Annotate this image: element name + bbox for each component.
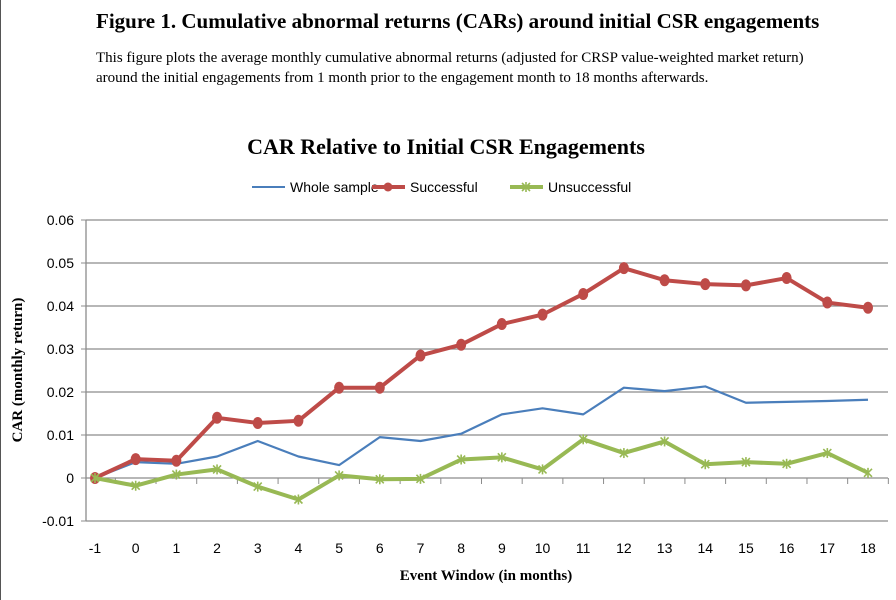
legend-item-unsuccessful: Unsuccessful <box>510 179 631 195</box>
data-point <box>212 411 223 424</box>
legend-label: Unsuccessful <box>548 179 631 195</box>
legend-label: Successful <box>410 179 478 195</box>
data-point <box>496 318 507 331</box>
data-point <box>334 381 345 394</box>
x-tick-label: 18 <box>860 540 876 556</box>
data-point <box>700 278 711 291</box>
data-point <box>252 416 263 429</box>
data-point <box>618 262 629 275</box>
data-point <box>659 274 670 287</box>
series-whole-sample <box>94 385 869 480</box>
y-tick-label: 0.04 <box>47 298 74 314</box>
y-tick-label: 0.02 <box>47 384 74 400</box>
y-tick-label: -0.01 <box>42 513 74 529</box>
figure-title: Figure 1. Cumulative abnormal returns (C… <box>96 9 820 33</box>
chart-title: CAR Relative to Initial CSR Engagements <box>247 134 645 159</box>
y-tick-label: 0.05 <box>47 255 74 271</box>
y-tick-label: 0.03 <box>47 341 74 357</box>
x-tick-label: 12 <box>616 540 632 556</box>
x-tick-label: 9 <box>498 540 506 556</box>
data-point <box>822 296 833 309</box>
x-tick-label: 15 <box>738 540 754 556</box>
series-unsuccessful <box>90 434 873 505</box>
x-tick-label: 3 <box>254 540 262 556</box>
legend: Whole sample Successful Unsuccessful <box>252 179 631 195</box>
data-point <box>171 454 182 467</box>
data-point <box>130 453 141 466</box>
series-successful <box>90 262 873 484</box>
x-tick-label: 1 <box>172 540 180 556</box>
x-tick-label: 5 <box>335 540 343 556</box>
legend-marker <box>383 182 393 192</box>
x-tick-label: 6 <box>376 540 384 556</box>
series-group <box>90 262 873 505</box>
data-point <box>740 279 751 292</box>
x-tick-label: 11 <box>576 540 591 556</box>
x-tick-label: 7 <box>417 540 425 556</box>
x-tick-label: 16 <box>779 540 795 556</box>
data-point <box>578 287 589 300</box>
data-point <box>863 301 873 314</box>
y-axis-label: CAR (monthly return) <box>10 298 26 443</box>
legend-label: Whole sample <box>290 179 379 195</box>
data-point <box>374 381 385 394</box>
x-tick-label: 4 <box>295 540 303 556</box>
y-tick-label: 0 <box>66 470 74 486</box>
x-tick-label: 10 <box>535 540 551 556</box>
x-tick-label: 2 <box>213 540 221 556</box>
x-tick-label: 8 <box>457 540 465 556</box>
x-tick-label: -1 <box>89 540 102 556</box>
data-point <box>293 414 304 427</box>
series-line <box>94 266 869 480</box>
data-point <box>781 272 792 285</box>
data-point <box>415 349 426 362</box>
gridlines <box>86 219 888 522</box>
x-tick-label: 14 <box>697 540 713 556</box>
data-point <box>456 338 467 351</box>
axes: 0.060.050.040.030.020.010-0.01-1 0 1 2 3 4 5 6 7… <box>42 212 889 556</box>
y-tick-label: 0.01 <box>47 427 74 443</box>
x-axis-label: Event Window (in months) <box>400 568 572 584</box>
series-line <box>94 437 869 502</box>
series-line <box>94 385 869 480</box>
x-tick-label: 13 <box>657 540 673 556</box>
legend-item-whole-sample: Whole sample <box>252 179 379 195</box>
x-tick-label: 0 <box>132 540 140 556</box>
figure-caption: This figure plots the average monthly cu… <box>96 50 804 86</box>
data-point <box>537 308 548 321</box>
x-tick-label: 17 <box>820 540 836 556</box>
y-tick-label: 0.06 <box>47 212 74 228</box>
legend-item-successful: Successful <box>372 179 478 195</box>
